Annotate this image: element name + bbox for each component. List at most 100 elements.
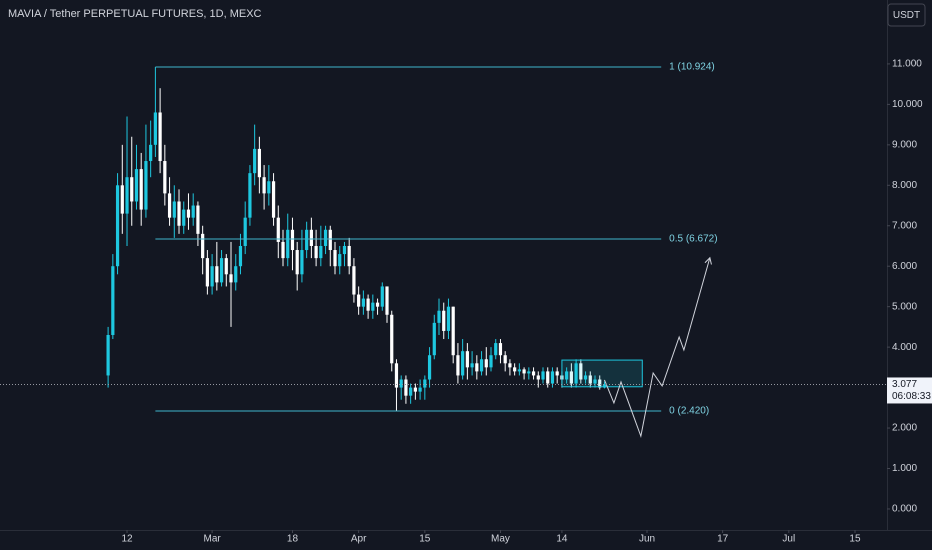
candle-body — [593, 379, 597, 384]
candle-body — [333, 250, 337, 267]
candle-body — [262, 177, 266, 194]
candle-body — [338, 254, 342, 267]
candle-body — [139, 169, 143, 210]
projection-arrowhead — [704, 256, 712, 265]
candle-body — [219, 258, 224, 283]
candle-body — [153, 112, 157, 145]
candle-body — [120, 185, 124, 214]
candle-body — [574, 363, 578, 384]
x-tick-label: Apr — [351, 534, 367, 545]
x-tick-label: May — [491, 534, 510, 545]
candle-body — [281, 241, 285, 259]
candle-body — [248, 173, 252, 218]
candle-body — [243, 217, 247, 246]
range-box — [561, 359, 643, 388]
candle-body — [361, 298, 365, 307]
countdown-label: 06:08:33 — [892, 391, 931, 402]
fib-level-label: 0.5 (6.672) — [669, 234, 717, 245]
candle-body — [579, 363, 583, 380]
candle-body — [229, 274, 233, 283]
candle-body — [366, 298, 370, 311]
candle-body — [484, 359, 488, 368]
candle-body — [163, 161, 167, 194]
candle-body — [347, 245, 351, 267]
candle-body — [550, 371, 555, 384]
candle-body — [234, 266, 238, 283]
candle-body — [475, 363, 479, 372]
candle-body — [479, 359, 484, 372]
candle-body — [371, 302, 375, 311]
x-tick-label: 15 — [849, 534, 861, 545]
candle-body — [385, 286, 389, 315]
candle-body — [276, 217, 280, 242]
candle-body — [305, 229, 309, 251]
candle-body — [205, 258, 209, 287]
candle-body — [300, 250, 304, 275]
y-tick-label: 4.000 — [892, 342, 917, 353]
candle-body — [125, 177, 129, 214]
candle-body — [413, 387, 417, 392]
candle-body — [380, 286, 384, 307]
x-tick-label: Jul — [782, 534, 795, 545]
candle-body — [446, 306, 451, 331]
y-tick-label: 8.000 — [892, 180, 917, 191]
candle-body — [470, 363, 474, 368]
candle-body — [115, 185, 120, 267]
candle-body — [182, 209, 186, 226]
y-tick-label: 7.000 — [892, 220, 917, 231]
candle-body — [201, 233, 205, 259]
candle-body — [602, 384, 607, 388]
candle-body — [418, 387, 422, 392]
candle-body — [267, 181, 271, 194]
candle-body — [172, 201, 176, 218]
candle-body — [191, 205, 195, 218]
candle-body — [196, 205, 200, 234]
candle-body — [144, 161, 148, 210]
candle-body — [522, 369, 526, 374]
candle-body — [583, 375, 588, 380]
y-tick-label: 11.000 — [892, 59, 922, 70]
candle-body — [309, 229, 313, 246]
currency-button[interactable] — [887, 3, 926, 27]
candle-body — [442, 310, 446, 331]
candle-body — [167, 193, 172, 218]
candle-body — [352, 266, 356, 295]
y-tick-label: 6.000 — [892, 261, 917, 272]
candle-body — [319, 245, 323, 259]
y-tick-label: 9.000 — [892, 139, 917, 150]
last-price-box — [887, 377, 932, 404]
candle-body — [111, 266, 115, 335]
candle-body — [357, 294, 361, 307]
candle-body — [390, 314, 394, 364]
candle-body — [314, 245, 318, 259]
candle-body — [158, 112, 162, 162]
candle-body — [546, 371, 550, 384]
y-tick-label: 2.000 — [892, 423, 917, 434]
candle-body — [517, 369, 521, 372]
candle-body — [295, 250, 299, 275]
candle-body — [399, 379, 403, 388]
candle-body — [409, 387, 413, 396]
y-tick-label: 5.000 — [892, 301, 917, 312]
fib-level-label: 1 (10.924) — [669, 62, 715, 73]
candle-body — [238, 245, 243, 267]
candle-body — [489, 355, 493, 368]
x-tick-label: 12 — [121, 534, 133, 545]
candle-body — [541, 371, 545, 380]
candle-body — [427, 355, 432, 380]
candle-body — [527, 371, 531, 374]
candle-body — [555, 371, 559, 376]
candle-body — [394, 363, 399, 388]
currency-label[interactable]: USDT — [893, 10, 920, 21]
last-price-label: 3.077 — [892, 379, 917, 390]
candle-body — [342, 245, 347, 255]
x-tick-label: Jun — [639, 534, 655, 545]
x-tick-label: 15 — [419, 534, 431, 545]
x-tick-label: Mar — [203, 534, 221, 545]
candle-body — [106, 334, 110, 376]
candle-body — [503, 355, 507, 364]
candle-body — [565, 371, 569, 380]
candle-body — [461, 351, 465, 376]
